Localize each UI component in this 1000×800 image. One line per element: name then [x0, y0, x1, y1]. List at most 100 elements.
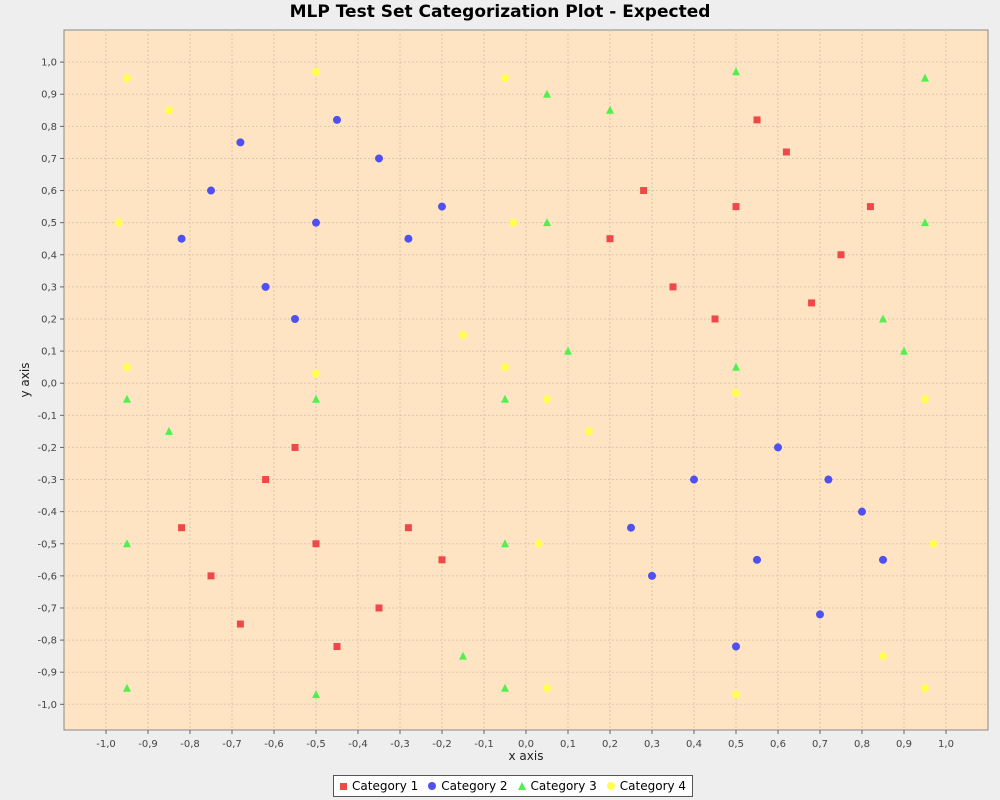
data-point	[837, 251, 845, 259]
x-tick-label: -0,1	[474, 739, 494, 750]
data-point	[816, 610, 824, 619]
data-point	[921, 218, 929, 227]
y-tick-label: -0,3	[37, 475, 57, 486]
data-point	[640, 187, 648, 195]
data-point	[165, 106, 173, 115]
x-tick-label: -0,4	[348, 739, 368, 750]
data-point	[114, 218, 123, 227]
data-point	[207, 572, 215, 580]
data-point	[929, 539, 938, 548]
data-point	[312, 218, 320, 227]
chart-title: MLP Test Set Categorization Plot - Expec…	[289, 2, 711, 22]
y-tick-label: -0,6	[37, 571, 57, 582]
data-point	[732, 67, 740, 76]
legend-item-1: Category 1	[340, 779, 418, 793]
y-tick-label: 1,0	[41, 58, 57, 69]
data-point	[123, 363, 131, 372]
data-point	[921, 73, 929, 82]
data-point	[606, 235, 614, 243]
y-axis-title: y axis	[18, 363, 32, 398]
data-point	[585, 427, 593, 436]
data-point	[774, 443, 782, 452]
data-point	[732, 388, 740, 397]
data-point	[879, 652, 887, 661]
data-point	[375, 604, 383, 612]
series-3-points	[123, 67, 929, 699]
y-tick-label: -0,4	[37, 507, 57, 518]
data-point	[375, 154, 383, 163]
data-point	[824, 475, 833, 484]
data-point	[262, 476, 270, 484]
x-tick-label: 0,4	[686, 739, 702, 750]
data-point	[312, 369, 320, 378]
data-point	[711, 315, 719, 323]
x-tick-label: 0,0	[518, 739, 534, 750]
data-point	[312, 690, 320, 699]
legend-label: Category 4	[619, 779, 687, 793]
legend-item-3: Category 3	[517, 779, 597, 793]
data-point	[543, 684, 551, 693]
data-point	[732, 642, 740, 651]
data-point	[858, 507, 866, 516]
data-point	[543, 218, 551, 227]
data-point	[669, 283, 677, 291]
x-tick-label: 0,8	[854, 739, 870, 750]
data-point	[261, 282, 270, 291]
data-point	[534, 539, 543, 548]
x-tick-label: 1,0	[938, 739, 954, 750]
y-tick-label: 0,2	[41, 314, 57, 325]
series-4-points	[114, 67, 938, 699]
legend-swatch-circle	[606, 782, 615, 790]
x-tick-label: -0,5	[306, 739, 326, 750]
data-point	[333, 115, 341, 124]
data-point	[753, 116, 761, 124]
x-tick-label: -0,2	[432, 739, 452, 750]
y-tick-label: 0,7	[41, 154, 57, 165]
data-point	[782, 148, 790, 156]
data-point	[459, 331, 467, 340]
data-point	[501, 539, 509, 548]
data-point	[690, 475, 698, 484]
y-tick-label: 0,6	[41, 186, 57, 197]
data-point	[732, 362, 740, 371]
data-point	[207, 186, 215, 195]
x-tick-label: -1,0	[96, 739, 116, 750]
data-point	[501, 683, 509, 692]
x-tick-label: -0,9	[138, 739, 158, 750]
x-tick-label: -0,7	[222, 739, 242, 750]
data-point	[291, 314, 299, 323]
legend-label: Category 1	[352, 779, 419, 793]
data-point	[177, 234, 186, 243]
data-point	[606, 105, 614, 114]
data-point	[404, 524, 412, 532]
legend-item-2: Category 2	[428, 779, 508, 793]
data-point	[501, 394, 509, 403]
y-tick-label: -0,2	[37, 443, 57, 454]
data-point	[808, 299, 816, 307]
data-point	[866, 203, 874, 211]
legend-label: Category 2	[441, 779, 508, 793]
x-axis-title: x axis	[509, 749, 544, 763]
data-point	[879, 555, 887, 564]
data-point	[543, 395, 551, 404]
chart-legend: Category 1 Category 2 Category 3 Category 4	[333, 775, 694, 797]
legend-label: Category 3	[530, 779, 597, 793]
x-tick-label: 0,5	[728, 739, 744, 750]
data-point	[900, 346, 908, 355]
y-tick-label: 0,4	[41, 250, 57, 261]
data-point	[438, 556, 446, 564]
y-tick-label: -0,7	[37, 603, 57, 614]
x-tick-label: 0,7	[812, 739, 828, 750]
data-point	[312, 540, 320, 548]
y-tick-label: -0,5	[37, 539, 57, 550]
axes: -1,0 -0,9 -0,8 -0,7 -0,6 -0,5 -0,4 -0,3 -0,2 -0,1…	[37, 58, 953, 750]
y-tick-label: -0,8	[37, 636, 57, 647]
data-point	[165, 426, 173, 435]
y-tick-label: 0,5	[41, 218, 57, 229]
data-point	[291, 443, 299, 451]
y-tick-label: 0,3	[41, 282, 57, 293]
y-tick-label: -1,0	[37, 700, 57, 711]
data-point	[123, 683, 131, 692]
data-point	[123, 539, 131, 548]
